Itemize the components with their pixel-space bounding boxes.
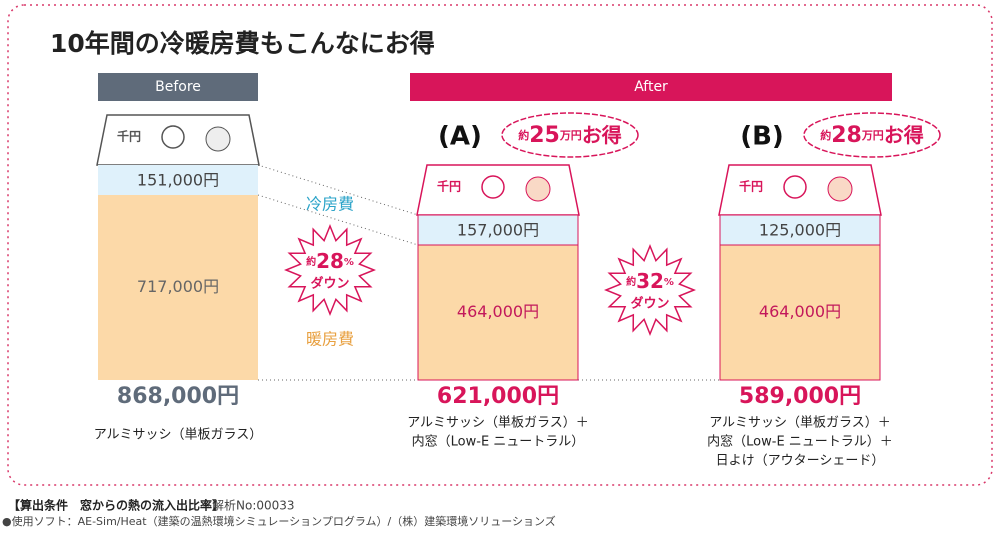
badge-text: 約25万円お得 bbox=[518, 123, 622, 149]
starburst bbox=[603, 243, 697, 337]
caption: 内窓（Low-E ニュートラル）＋ bbox=[707, 434, 893, 450]
footer-conditions: 【算出条件 窓からの熱の流入出比率】 bbox=[8, 498, 224, 513]
bill-coin bbox=[783, 175, 807, 199]
reduction-prefix: 約 bbox=[626, 275, 636, 288]
reduction-unit: % bbox=[664, 277, 674, 288]
before-header: Before bbox=[155, 79, 201, 95]
reduction-amount: 32 bbox=[636, 269, 664, 293]
reduction: 約32% bbox=[626, 269, 674, 293]
caption: アルミサッシ（単板ガラス）＋ bbox=[709, 415, 891, 431]
caption: 日よけ（アウターシェード） bbox=[716, 454, 885, 469]
cooling-box bbox=[417, 214, 579, 246]
badge bbox=[501, 112, 639, 158]
badge-prefix: 約 bbox=[820, 128, 831, 142]
total: 589,000円 bbox=[739, 384, 861, 409]
option-label: (B) bbox=[740, 122, 784, 152]
badge-suffix: お得 bbox=[582, 123, 622, 147]
heating-value: 717,000円 bbox=[137, 277, 219, 296]
badge-unit: 万円 bbox=[559, 129, 582, 142]
cooling-value: 151,000円 bbox=[137, 171, 219, 190]
title: 10年間の冷暖房費もこんなにお得 bbox=[50, 29, 435, 58]
bill-label: 千円 bbox=[437, 179, 461, 194]
reduction-suffix: ダウン bbox=[630, 296, 669, 312]
before-header-bg bbox=[98, 73, 258, 101]
reduction-unit: % bbox=[344, 257, 354, 268]
badge-amount: 28 bbox=[831, 123, 862, 148]
caption: アルミサッシ（単板ガラス）＋ bbox=[407, 415, 589, 431]
bill-portrait bbox=[525, 176, 551, 202]
badge-text: 約28万円お得 bbox=[820, 123, 924, 149]
heating-value: 464,000円 bbox=[457, 302, 539, 321]
total: 868,000円 bbox=[117, 384, 239, 409]
after-header-bg bbox=[410, 73, 892, 101]
bill-label: 千円 bbox=[739, 179, 763, 194]
bill-portrait bbox=[205, 126, 231, 152]
heating-legend: 暖房費 bbox=[306, 330, 354, 349]
heating-value: 464,000円 bbox=[759, 302, 841, 321]
cooling-value: 157,000円 bbox=[457, 221, 539, 240]
reduction-prefix: 約 bbox=[306, 255, 316, 268]
badge-unit: 万円 bbox=[861, 129, 884, 142]
heating-box bbox=[417, 244, 579, 381]
cooling-box bbox=[98, 165, 258, 195]
badge-suffix: お得 bbox=[884, 123, 924, 147]
bill-label: 千円 bbox=[117, 129, 141, 144]
after-header: After bbox=[634, 79, 668, 95]
cooling-value: 125,000円 bbox=[759, 221, 841, 240]
bill-portrait bbox=[827, 176, 853, 202]
badge-prefix: 約 bbox=[518, 128, 529, 142]
footer-software: ●使用ソフト：AE-Sim/Heat（建築の温熱環境シミュレーションプログラム）… bbox=[2, 514, 556, 528]
badge-amount: 25 bbox=[529, 123, 560, 148]
reduction-amount: 28 bbox=[316, 249, 344, 273]
cooling-legend: 冷房費 bbox=[306, 195, 354, 214]
heating-box bbox=[719, 244, 881, 381]
total: 621,000円 bbox=[437, 384, 559, 409]
option-label: (A) bbox=[438, 122, 482, 152]
bill-coin bbox=[161, 125, 185, 149]
caption: 内窓（Low-E ニュートラル） bbox=[412, 434, 585, 450]
frame bbox=[7, 4, 993, 486]
starburst bbox=[283, 223, 377, 317]
bill-coin bbox=[481, 175, 505, 199]
badge bbox=[803, 112, 941, 158]
cooling-box bbox=[719, 214, 881, 246]
caption: アルミサッシ（単板ガラス） bbox=[94, 427, 263, 443]
footer-analysis: 解析No:00033 bbox=[212, 499, 295, 513]
reduction-suffix: ダウン bbox=[310, 276, 349, 292]
reduction: 約28% bbox=[306, 249, 354, 273]
heating-box bbox=[98, 195, 258, 380]
